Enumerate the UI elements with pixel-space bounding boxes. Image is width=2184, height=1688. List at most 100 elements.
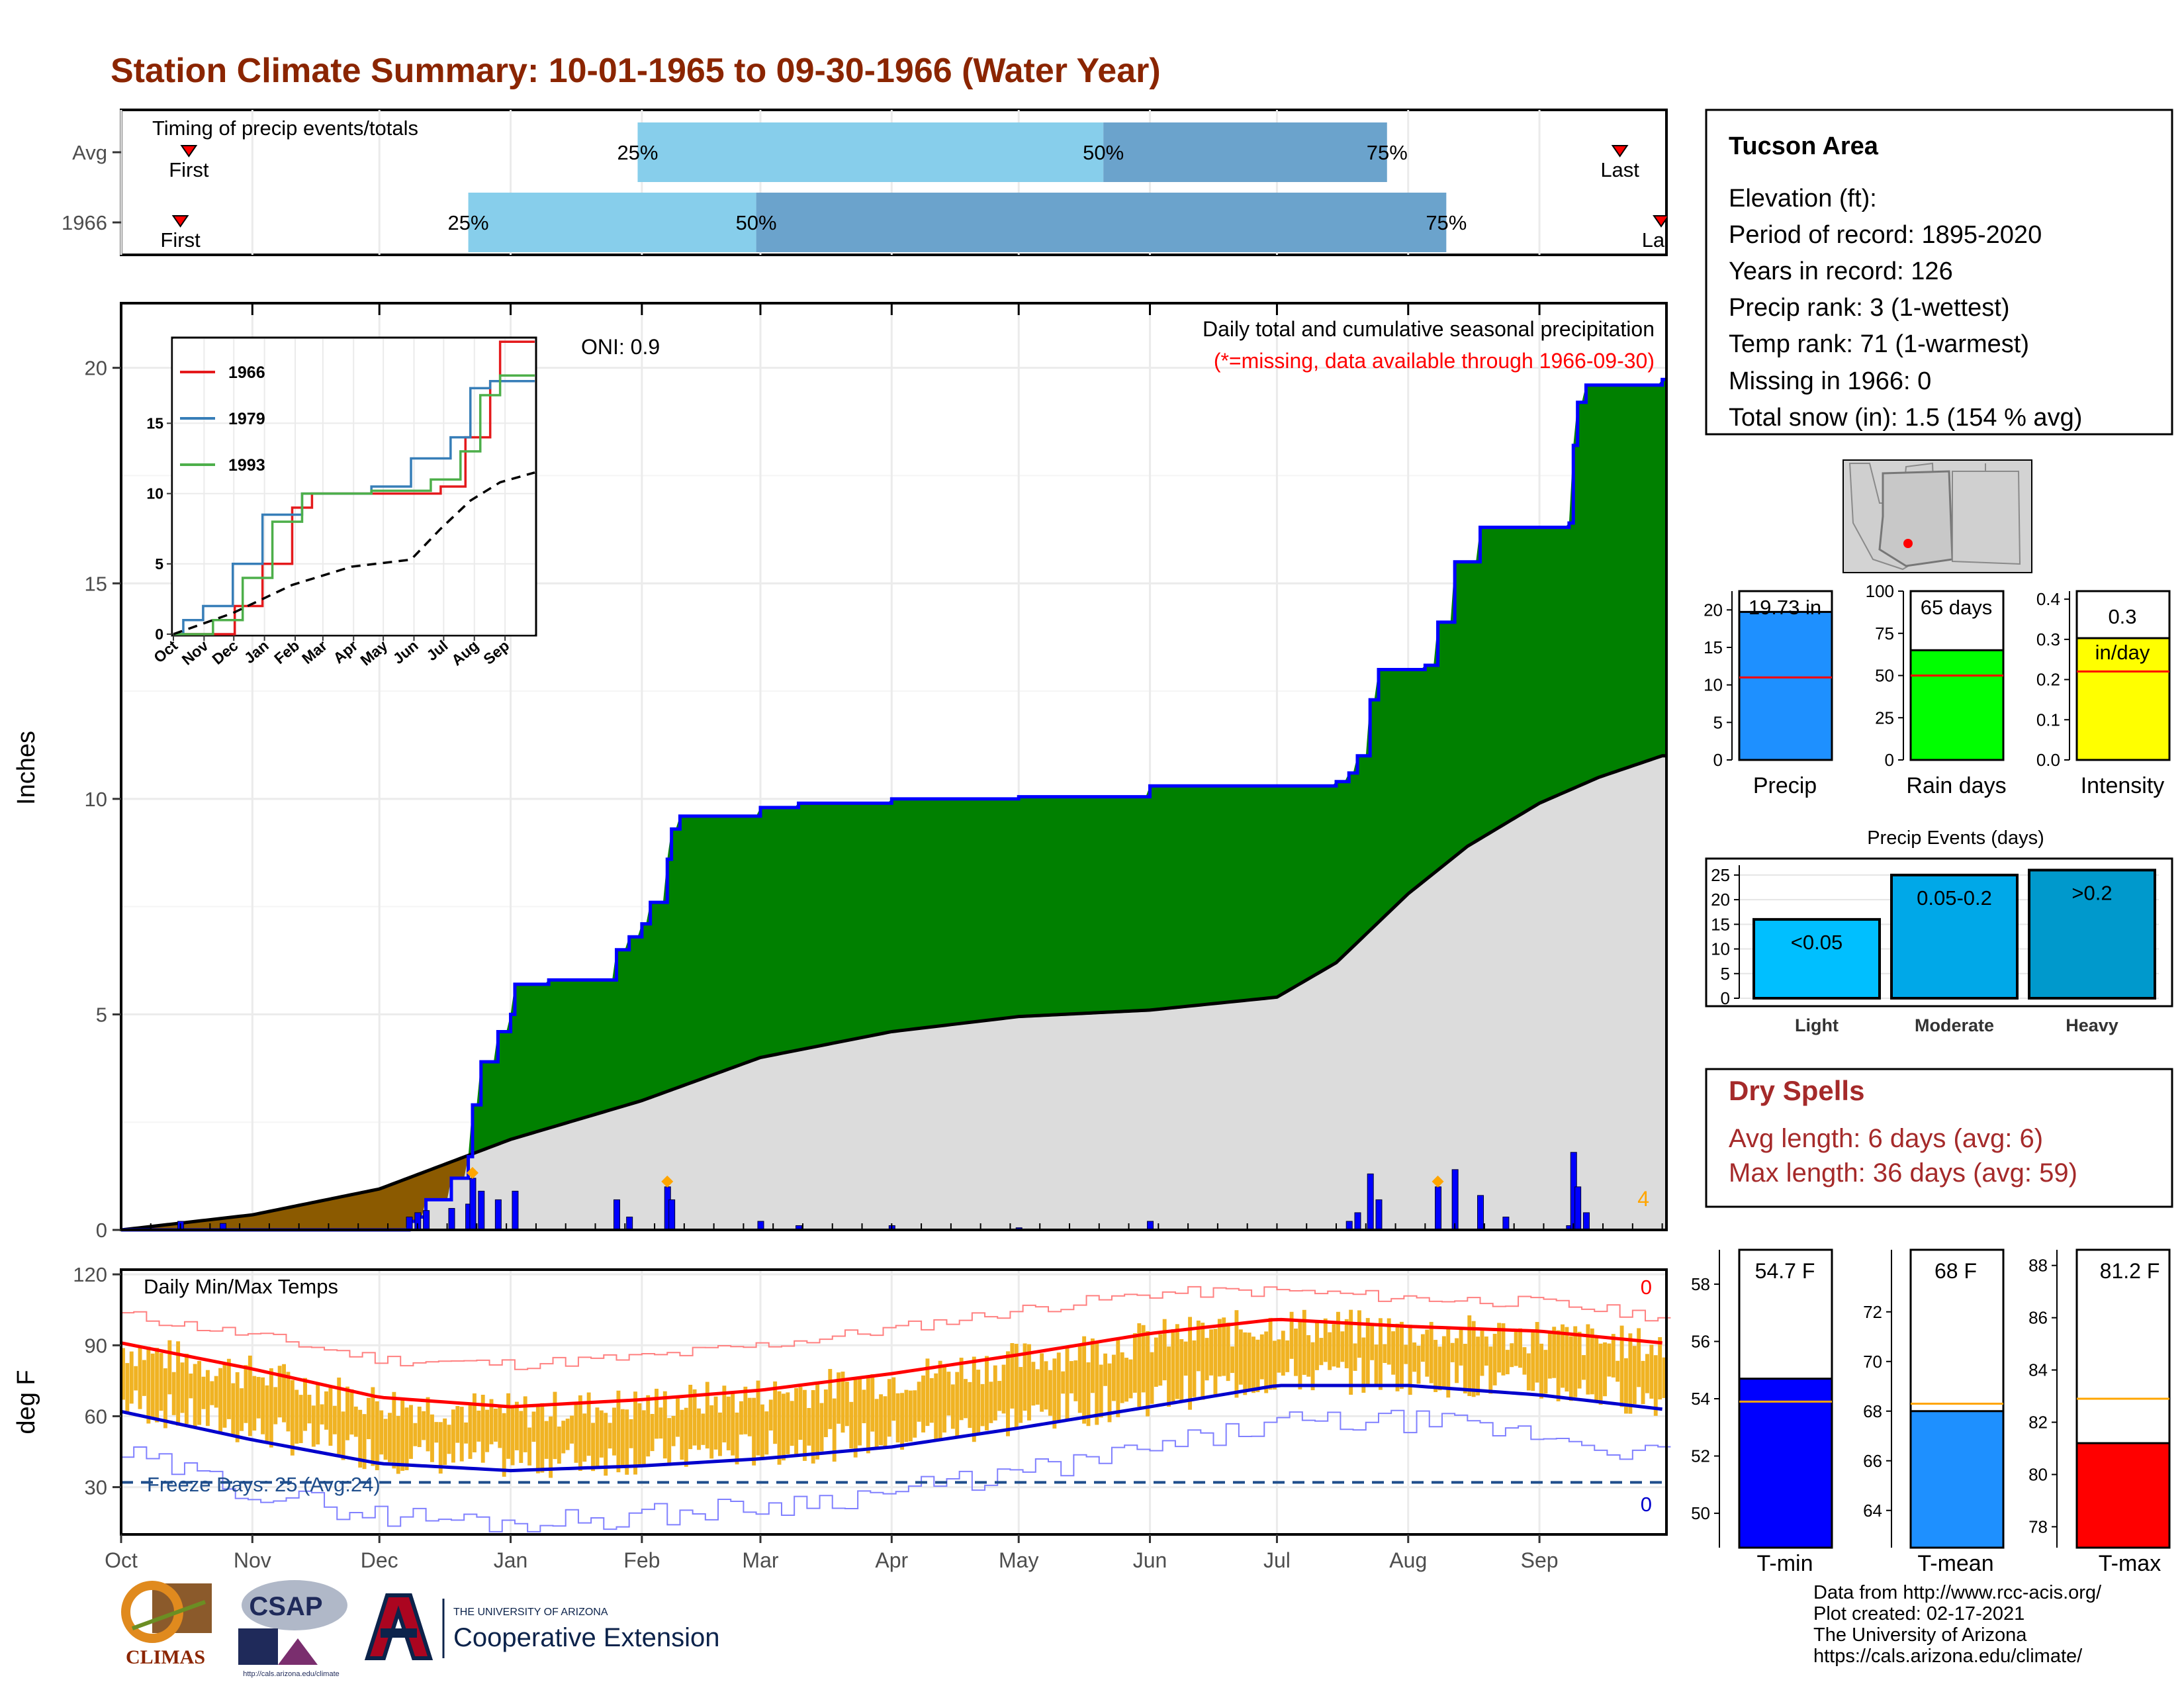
daily-temp-bar <box>544 1421 549 1459</box>
summary-bar-tick-label: 5 <box>1713 712 1723 732</box>
temp-panel-frame <box>120 1268 1668 1536</box>
daily-temp-bar <box>184 1354 189 1425</box>
daily-temp-bar <box>891 1377 896 1421</box>
first-event-marker <box>180 145 198 158</box>
timing-row-avg-label: Avg <box>72 141 107 164</box>
daily-temp-bar <box>955 1372 960 1439</box>
daily-temp-bar <box>1615 1360 1620 1382</box>
daily-temp-bar <box>1361 1337 1366 1393</box>
daily-temp-bar <box>849 1401 854 1449</box>
missing-data-note: (*=missing, data available through 1966-… <box>1214 349 1655 373</box>
daily-temp-bar <box>468 1402 473 1459</box>
station-location-dot <box>1903 539 1913 548</box>
snow-day-marker <box>466 1166 478 1179</box>
daily-temp-bar <box>277 1366 282 1418</box>
daily-temp-bar <box>815 1383 820 1460</box>
daily-temp-bar <box>1429 1321 1433 1383</box>
daily-temp-bar <box>1247 1333 1251 1391</box>
temp-y-tick-label: 30 <box>85 1476 107 1499</box>
daily-temp-bar <box>1357 1310 1361 1358</box>
raindays-value-label: 65 days <box>1921 596 1993 619</box>
daily-temp-bar <box>1116 1339 1120 1417</box>
daily-temp-bar <box>535 1404 540 1474</box>
daily-temp-bar <box>1234 1310 1239 1398</box>
station-missing: Missing in 1966: 0 <box>1729 367 1931 395</box>
daily-temp-bar <box>1497 1323 1502 1373</box>
summary-bar-charts: 0 5 10 15 20 0 25 50 75 100 0.0 0.1 0.2 0.3 0.4 <box>1704 581 2171 770</box>
daily-temp-bar <box>167 1340 172 1395</box>
timing-bar-50-75 <box>756 193 1447 252</box>
daily-temp-bar <box>692 1389 697 1446</box>
daily-temp-bar <box>1349 1309 1353 1395</box>
daily-temp-bar <box>1526 1353 1531 1391</box>
daily-temp-bar <box>261 1377 265 1434</box>
daily-precip-bar <box>469 1178 477 1231</box>
daily-temp-bar <box>226 1358 231 1419</box>
daily-temp-bar <box>777 1391 782 1465</box>
daily-temp-bar <box>684 1407 688 1467</box>
daily-temp-bar <box>1073 1360 1078 1401</box>
daily-temp-bar <box>142 1360 146 1396</box>
daily-precip-bar <box>478 1190 485 1231</box>
daily-precip-bar <box>1582 1212 1590 1231</box>
daily-temp-bar <box>1514 1329 1518 1366</box>
precip-y-tick-label: 20 <box>85 357 107 380</box>
daily-temp-bar <box>1416 1346 1421 1384</box>
daily-temp-bar <box>1124 1358 1129 1402</box>
daily-temp-bar <box>832 1398 837 1462</box>
summary-bar-tick-label: 0 <box>1713 750 1723 770</box>
daily-temp-bar <box>764 1411 769 1455</box>
daily-temp-bar <box>1323 1318 1328 1362</box>
daily-precip-bar <box>1477 1195 1484 1231</box>
precip-y-tick-label: 5 <box>96 1003 107 1026</box>
intensity-value-label: 0.3 <box>2108 605 2136 628</box>
timing-label-50: 50% <box>736 211 777 234</box>
daily-temp-bar <box>1573 1326 1578 1397</box>
snow-markers <box>466 1166 1444 1188</box>
daily-temp-bar <box>1294 1329 1298 1376</box>
daily-temp-bar <box>375 1401 379 1470</box>
precip-average-area <box>121 755 1666 1230</box>
daily-temp-bar <box>844 1382 849 1427</box>
daily-temp-bar <box>328 1387 333 1446</box>
daily-temp-bar <box>1561 1324 1565 1388</box>
precip-events-tick-label: 0 <box>1721 988 1730 1008</box>
daily-temp-bar <box>1201 1323 1205 1400</box>
daily-temp-bar <box>908 1390 913 1442</box>
daily-temp-bar <box>726 1396 731 1450</box>
daily-temp-bar <box>1603 1342 1607 1397</box>
precip-events-chart: Precip Events (days) 0 5 10 15 20 25 <0.05 Ligh… <box>1705 827 2173 1035</box>
precip-events-tick-label: 20 <box>1711 890 1730 910</box>
daily-temp-bar <box>1501 1323 1506 1376</box>
daily-temp-bar <box>760 1404 764 1460</box>
temperature-summary-bars: 50 52 54 56 58 64 66 68 70 72 78 80 82 84 86 88 <box>1691 1248 2171 1549</box>
daily-temp-bar <box>620 1409 625 1468</box>
temp-summary-tick-label: 86 <box>2028 1308 2048 1328</box>
daily-temp-bar <box>1556 1330 1561 1401</box>
month-tick-label: Jun <box>1133 1548 1167 1572</box>
station-period: Period of record: 1895-2020 <box>1729 221 2042 249</box>
daily-temp-bar <box>231 1383 236 1436</box>
daily-temp-bar <box>1476 1336 1480 1396</box>
daily-temp-bar <box>921 1375 925 1432</box>
last-event-marker <box>1653 215 1670 228</box>
daily-temp-bar <box>997 1381 1002 1411</box>
station-years: Years in record: 126 <box>1729 258 1953 285</box>
daily-temp-bar <box>510 1405 515 1466</box>
daily-temp-bar <box>379 1410 384 1455</box>
summary-bar-rain-days <box>1909 649 2005 761</box>
daily-temp-bar <box>1315 1321 1319 1370</box>
climas-wordmark: CLIMAS <box>126 1646 205 1668</box>
snow-day-marker <box>661 1175 674 1188</box>
precip-events-tick-label: 25 <box>1711 865 1730 885</box>
record-low-line <box>121 1409 1671 1532</box>
daily-temp-bar <box>459 1407 464 1462</box>
daily-temp-bar <box>1162 1319 1167 1381</box>
daily-temp-bar <box>1332 1324 1336 1367</box>
temp-y-tick-label: 90 <box>85 1334 107 1357</box>
daily-temp-bar <box>1077 1344 1082 1413</box>
daily-temp-bar <box>616 1390 621 1473</box>
temp-summary-tick-label: 54 <box>1691 1389 1710 1409</box>
daily-temp-bar <box>731 1393 735 1456</box>
daily-temp-bar <box>235 1372 240 1442</box>
